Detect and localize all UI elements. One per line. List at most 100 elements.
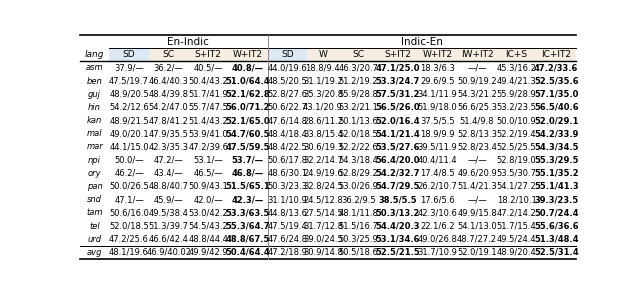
Text: 50.6/16.0: 50.6/16.0 xyxy=(109,208,149,217)
Text: 51.7/41.9: 51.7/41.9 xyxy=(188,90,228,99)
Text: 48.4/18.4: 48.4/18.4 xyxy=(268,129,307,138)
Text: ory: ory xyxy=(88,169,102,178)
Text: 52.0/18.5: 52.0/18.5 xyxy=(109,221,149,230)
Text: 40.8/—: 40.8/— xyxy=(232,63,264,72)
Text: 52.0/19.1: 52.0/19.1 xyxy=(457,248,497,257)
Text: 47.8/41.2: 47.8/41.2 xyxy=(148,116,189,125)
Text: 53.7/—: 53.7/— xyxy=(232,156,264,165)
Text: 51.0/64.4: 51.0/64.4 xyxy=(225,77,270,86)
Text: 28.6/11.2: 28.6/11.2 xyxy=(303,116,343,125)
Text: 51.3/48.4: 51.3/48.4 xyxy=(534,235,579,244)
Text: 54.3/18.4: 54.3/18.4 xyxy=(339,156,378,165)
Text: 52.8/23.4: 52.8/23.4 xyxy=(457,143,497,151)
Text: 17.4/8.5: 17.4/8.5 xyxy=(420,169,455,178)
Text: 50.0/—: 50.0/— xyxy=(115,156,144,165)
Text: 36.2/9.5: 36.2/9.5 xyxy=(341,195,376,204)
Bar xyxy=(307,48,339,61)
Text: 55.7/47.5: 55.7/47.5 xyxy=(188,103,228,112)
Text: 46.5/—: 46.5/— xyxy=(193,169,223,178)
Text: 51.5/65.1: 51.5/65.1 xyxy=(225,182,270,191)
Text: 31.7/12.8: 31.7/12.8 xyxy=(303,221,343,230)
Text: 47.1/25.0: 47.1/25.0 xyxy=(376,63,420,72)
Text: 47.5/59.5: 47.5/59.5 xyxy=(225,143,270,151)
Text: 18.3/6.3: 18.3/6.3 xyxy=(420,63,455,72)
Text: SC: SC xyxy=(353,50,364,59)
Text: tam: tam xyxy=(86,208,103,217)
Text: npi: npi xyxy=(88,156,101,165)
Text: S+IT2: S+IT2 xyxy=(385,50,412,59)
Text: 48.4/39.8: 48.4/39.8 xyxy=(148,90,189,99)
Text: 49.9/42.9: 49.9/42.9 xyxy=(188,248,228,257)
Text: 32.8/24.5: 32.8/24.5 xyxy=(303,182,343,191)
Text: 45.3/16.2: 45.3/16.2 xyxy=(497,63,536,72)
Text: 50.6/17.8: 50.6/17.8 xyxy=(268,156,307,165)
Text: 53.2/23.5: 53.2/23.5 xyxy=(497,103,536,112)
Text: 50.6/22.7: 50.6/22.7 xyxy=(268,103,307,112)
Text: 53.5/30.7: 53.5/30.7 xyxy=(497,169,537,178)
Text: 48.8/44.4: 48.8/44.4 xyxy=(188,235,228,244)
Bar xyxy=(378,48,418,61)
Text: 51.9/18.0: 51.9/18.0 xyxy=(418,103,458,112)
Text: 54.2/32.7: 54.2/32.7 xyxy=(376,169,420,178)
Text: 38.5/5.5: 38.5/5.5 xyxy=(379,195,417,204)
Text: 53.2/21.1: 53.2/21.1 xyxy=(339,103,378,112)
Text: 49.5/38.4: 49.5/38.4 xyxy=(148,208,189,217)
Text: 50.0/10.9: 50.0/10.9 xyxy=(497,116,536,125)
Bar xyxy=(109,48,149,61)
Text: 50.3/13.2: 50.3/13.2 xyxy=(376,208,420,217)
Text: 54.2/33.9: 54.2/33.9 xyxy=(534,129,579,138)
Text: 24.5/12.8: 24.5/12.8 xyxy=(303,195,343,204)
Text: 54.1/21.4: 54.1/21.4 xyxy=(376,129,420,138)
Text: 54.2/47.0: 54.2/47.0 xyxy=(148,103,189,112)
Text: 52.5/25.5: 52.5/25.5 xyxy=(497,143,536,151)
Text: 31.1/19.2: 31.1/19.2 xyxy=(303,77,343,86)
Text: En-Indic: En-Indic xyxy=(168,36,209,47)
Text: 51.4/9.8: 51.4/9.8 xyxy=(460,116,494,125)
Text: 47.2/33.6: 47.2/33.6 xyxy=(534,63,579,72)
Text: 54.7/29.5: 54.7/29.5 xyxy=(376,182,420,191)
Text: 49.4/21.3: 49.4/21.3 xyxy=(497,77,536,86)
Text: 47.2/25.6: 47.2/25.6 xyxy=(109,235,149,244)
Text: W: W xyxy=(319,50,327,59)
Text: snd: snd xyxy=(87,195,102,204)
Text: 50.3/25.9: 50.3/25.9 xyxy=(339,235,378,244)
Text: 40.4/11.4: 40.4/11.4 xyxy=(418,156,458,165)
Text: 52.0/16.4: 52.0/16.4 xyxy=(376,116,420,125)
Text: 42.3/—: 42.3/— xyxy=(232,195,264,204)
Text: 17.6/5.6: 17.6/5.6 xyxy=(420,195,455,204)
Text: kan: kan xyxy=(87,116,102,125)
Text: 42.0/—: 42.0/— xyxy=(193,195,223,204)
Text: 43.4/—: 43.4/— xyxy=(154,169,184,178)
Text: 51.5/16.7: 51.5/16.7 xyxy=(339,221,378,230)
Text: 50.1/13.6: 50.1/13.6 xyxy=(339,116,378,125)
Text: S+IT2: S+IT2 xyxy=(195,50,221,59)
Text: 47.6/14.8: 47.6/14.8 xyxy=(268,116,307,125)
Text: 56.4/20.0: 56.4/20.0 xyxy=(376,156,420,165)
Text: 42.3/35.3: 42.3/35.3 xyxy=(148,143,189,151)
Text: 36.2/—: 36.2/— xyxy=(154,63,184,72)
Text: 49.9/15.8: 49.9/15.8 xyxy=(457,208,497,217)
Text: hin: hin xyxy=(88,103,101,112)
Text: 55.9/28.9: 55.9/28.9 xyxy=(497,90,536,99)
Text: 54.4/20.3: 54.4/20.3 xyxy=(376,221,420,230)
Text: 46.6/42.4: 46.6/42.4 xyxy=(148,235,189,244)
Text: 52.2/22.6: 52.2/22.6 xyxy=(339,143,378,151)
Text: 52.5/31.4: 52.5/31.4 xyxy=(534,248,579,257)
Text: 57.5/31.2: 57.5/31.2 xyxy=(376,90,420,99)
Text: 27.5/14.5: 27.5/14.5 xyxy=(303,208,343,217)
Text: 48.5/20.5: 48.5/20.5 xyxy=(268,77,307,86)
Text: 47.2/39.6: 47.2/39.6 xyxy=(188,143,228,151)
Text: —/—: —/— xyxy=(467,195,487,204)
Bar xyxy=(339,48,378,61)
Text: 31.1/10.9: 31.1/10.9 xyxy=(268,195,307,204)
Text: 54.2/12.6: 54.2/12.6 xyxy=(109,103,149,112)
Text: 54.1/27.2: 54.1/27.2 xyxy=(497,182,536,191)
Text: 46.3/20.7: 46.3/20.7 xyxy=(339,63,378,72)
Text: IC+S: IC+S xyxy=(506,50,528,59)
Text: 55.1/41.3: 55.1/41.3 xyxy=(534,182,579,191)
Text: 47.5/19.7: 47.5/19.7 xyxy=(109,77,149,86)
Text: 18.8/9.4: 18.8/9.4 xyxy=(305,63,340,72)
Text: 50.5/18.6: 50.5/18.6 xyxy=(339,248,378,257)
Text: 33.8/15.4: 33.8/15.4 xyxy=(303,129,343,138)
Text: 48.9/20.5: 48.9/20.5 xyxy=(109,90,149,99)
